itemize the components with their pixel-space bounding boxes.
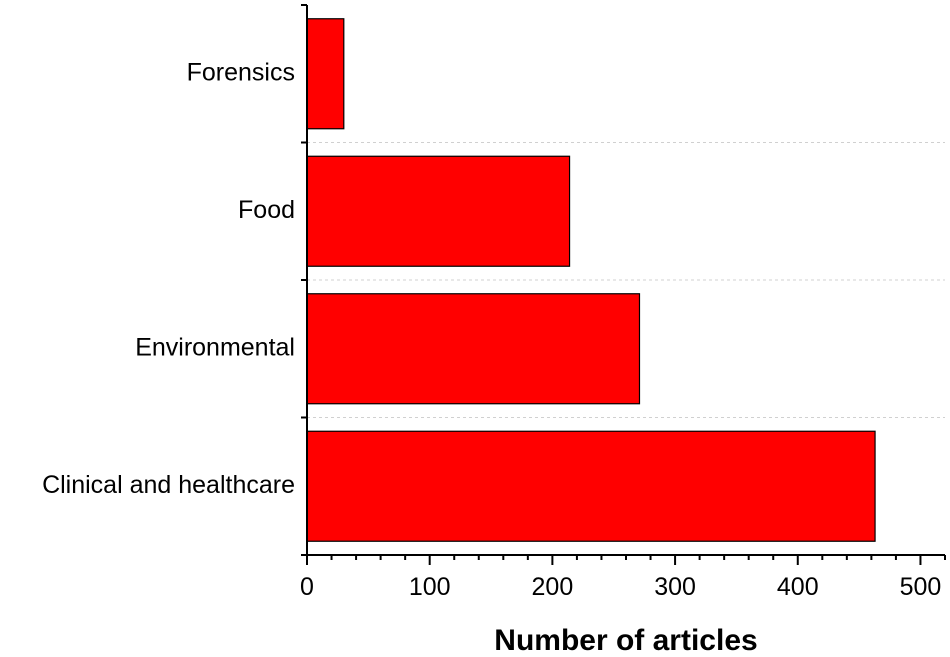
x-tick-labels: 0 100 200 300 400 500 [300, 573, 941, 601]
x-axis-title: Number of articles [494, 624, 757, 657]
axes [301, 4, 946, 565]
gridlines [307, 142, 945, 418]
bar [306, 18, 345, 130]
bar [306, 293, 641, 405]
category-label: Environmental [135, 333, 295, 361]
category-label: Clinical and healthcare [42, 471, 295, 499]
bar [306, 430, 876, 542]
x-tick-label: 300 [654, 573, 696, 601]
bar [306, 155, 571, 267]
x-tick-label: 200 [532, 573, 574, 601]
category-label: Forensics [187, 58, 295, 86]
x-tick-label: 0 [300, 573, 314, 601]
x-tick-label: 100 [409, 573, 451, 601]
category-label: Food [238, 196, 295, 224]
category-labels: Clinical and healthcare Environmental Food… [42, 58, 295, 499]
x-tick-label: 500 [900, 573, 942, 601]
x-tick-label: 400 [777, 573, 819, 601]
bars [306, 18, 876, 542]
